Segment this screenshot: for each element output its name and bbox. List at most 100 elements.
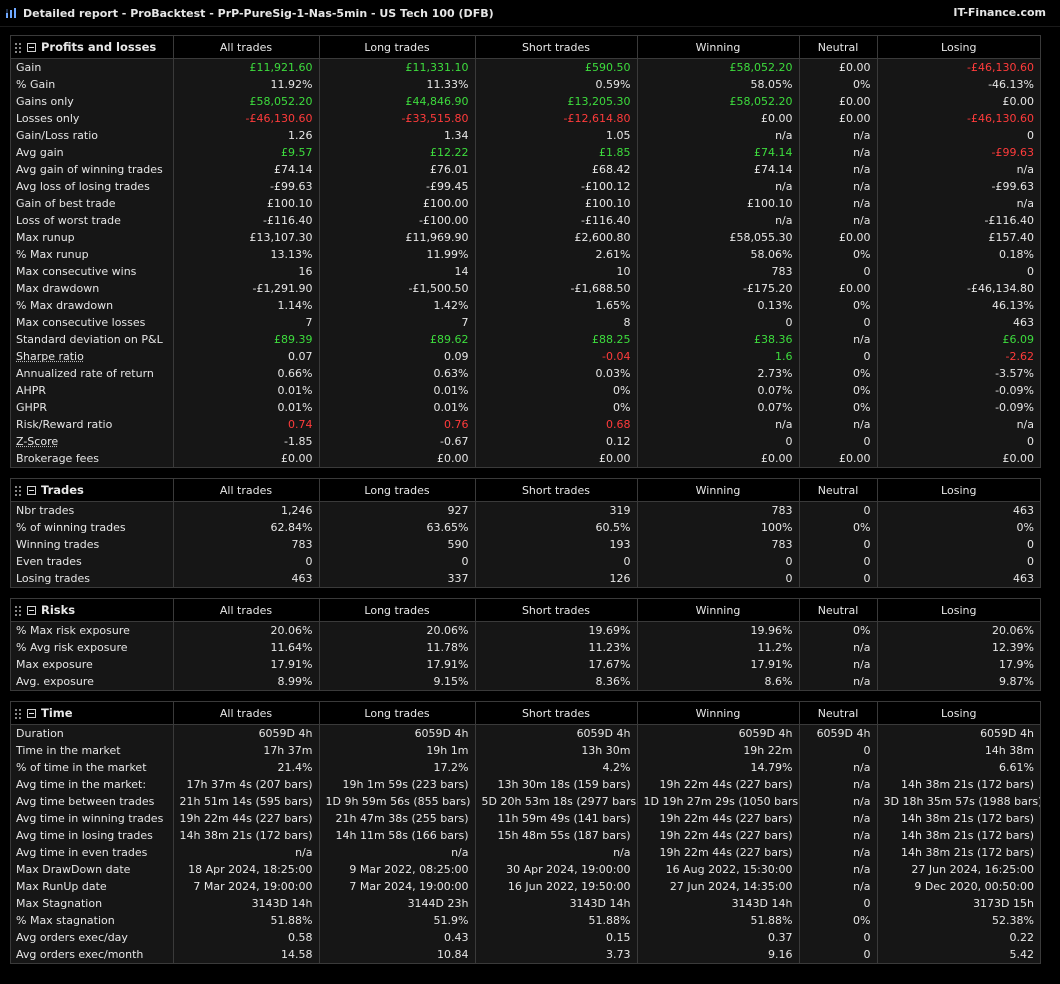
row-label-text: Losses only	[16, 112, 80, 125]
cell-value: 19h 22m 44s (227 bars)	[637, 776, 800, 793]
cell-value: 1.26	[173, 127, 320, 144]
column-header: Short trades	[475, 36, 638, 59]
cell-value: 3143D 14h	[173, 895, 320, 912]
cell-value: 30 Apr 2024, 19:00:00	[475, 861, 638, 878]
window-titlebar: Detailed report - ProBacktest - PrP-Pure…	[0, 0, 1060, 27]
cell-value: 8.36%	[475, 673, 638, 690]
drag-handle-icon[interactable]	[15, 605, 23, 616]
column-header: Winning	[637, 479, 800, 502]
column-header: Winning	[637, 36, 800, 59]
cell-value: £1.85	[475, 144, 638, 161]
table-row: Avg time in the market: 17h 37m 4s (207 b…	[11, 776, 1040, 793]
table-row: % of time in the market 21.4% 17.2% 4.2% 14.…	[11, 759, 1040, 776]
row-label: Standard deviation on P&L	[11, 331, 174, 348]
table-row: Nbr trades 1,246 927 319 783 0 463	[11, 501, 1040, 519]
table-row: Brokerage fees £0.00 £0.00 £0.00 £0.00 £0.00 £…	[11, 450, 1040, 467]
drag-handle-icon[interactable]	[15, 708, 23, 719]
cell-value: 0	[799, 501, 878, 519]
cell-value: 0	[799, 536, 878, 553]
table-row: Max Stagnation 3143D 14h 3144D 23h 3143D 14…	[11, 895, 1040, 912]
cell-value: -46.13%	[988, 78, 1034, 91]
cell-value: 58.06%	[637, 246, 800, 263]
cell-value: 1D 9h 59m 56s (855 bars)	[319, 793, 476, 810]
cell-value: -£1,688.50	[475, 280, 638, 297]
row-label-text: GHPR	[16, 401, 48, 414]
row-label: Avg time in even trades	[11, 844, 174, 861]
cell-value: 17h 37m 4s (207 bars)	[173, 776, 320, 793]
cell-value: £9.57	[173, 144, 320, 161]
cell-value: 27 Jun 2024, 14:35:00	[637, 878, 800, 895]
cell-value: 0%	[1016, 521, 1034, 534]
table-row: Gains only £58,052.20 £44,846.90 £13,205.30…	[11, 93, 1040, 110]
cell-value: £74.14	[637, 144, 800, 161]
row-label: Max runup	[11, 229, 174, 246]
cell-value: 0%	[799, 382, 878, 399]
cell-value: 0	[1027, 435, 1034, 448]
column-header: Short trades	[475, 599, 638, 622]
row-label: Gains only	[11, 93, 174, 110]
cell-value: 6059D 4h	[319, 724, 476, 742]
cell-value: 17.91%	[637, 656, 800, 673]
cell-value: 11.64%	[173, 639, 320, 656]
drag-handle-icon[interactable]	[15, 485, 23, 496]
cell-value: 51.9%	[319, 912, 476, 929]
cell-value: 27 Jun 2024, 16:25:00	[911, 863, 1034, 876]
row-label[interactable]: Sharpe ratio	[11, 348, 174, 365]
cell-value: £0.00	[799, 450, 878, 467]
section-profits-and-losses: Profits and losses All trades Long trades S…	[10, 35, 1041, 468]
cell-value: 60.5%	[475, 519, 638, 536]
cell-value: 783	[637, 501, 800, 519]
cell-value: -£100.12	[475, 178, 638, 195]
row-label-text: % Avg risk exposure	[16, 641, 128, 654]
cell-value: n/a	[799, 127, 878, 144]
row-label[interactable]: Z-Score	[11, 433, 174, 450]
row-label: Avg orders exec/month	[11, 946, 174, 963]
cell-value: 6059D 4h	[637, 724, 800, 742]
probacktest-logo-icon	[6, 8, 16, 18]
row-label: Avg. exposure	[11, 673, 174, 690]
cell-value: 1.6	[637, 348, 800, 365]
row-label-text: % Gain	[16, 78, 56, 91]
table-row: Losses only -£46,130.60 -£33,515.80 -£12,61…	[11, 110, 1040, 127]
drag-handle-icon[interactable]	[15, 42, 23, 53]
row-label-text: Avg time in winning trades	[16, 812, 164, 825]
cell-value: -0.09%	[995, 401, 1034, 414]
cell-value: 14h 38m	[984, 744, 1034, 757]
column-header: Losing	[877, 599, 1040, 622]
cell-value: 11.23%	[475, 639, 638, 656]
cell-value: 0.01%	[173, 382, 320, 399]
row-label: Losses only	[11, 110, 174, 127]
collapse-toggle-icon[interactable]	[27, 606, 36, 615]
table-row: Max runup £13,107.30 £11,969.90 £2,600.80 £5…	[11, 229, 1040, 246]
cell-value: 0.07%	[637, 382, 800, 399]
collapse-toggle-icon[interactable]	[27, 486, 36, 495]
cell-value: 0	[319, 553, 476, 570]
cell-value: 19h 22m 44s (227 bars)	[637, 810, 800, 827]
cell-value: 126	[475, 570, 638, 587]
table-row: Annualized rate of return 0.66% 0.63% 0.03%…	[11, 365, 1040, 382]
cell-value: 52.38%	[992, 914, 1034, 927]
row-label: Avg loss of losing trades	[11, 178, 174, 195]
row-label: Max drawdown	[11, 280, 174, 297]
cell-value: 14h 38m 21s (172 bars)	[901, 846, 1034, 859]
table-trades: Trades All trades Long trades Short trades W…	[11, 479, 1040, 587]
cell-value: 9.15%	[319, 673, 476, 690]
cell-value: 0.09	[319, 348, 476, 365]
row-label: % Gain	[11, 76, 174, 93]
cell-value: -£12,614.80	[475, 110, 638, 127]
cell-value: £44,846.90	[319, 93, 476, 110]
cell-value: 0.07%	[637, 399, 800, 416]
row-label-text: Max RunUp date	[16, 880, 107, 893]
table-row: Avg. exposure 8.99% 9.15% 8.36% 8.6% n/a 9.87%	[11, 673, 1040, 690]
table-row: Duration 6059D 4h 6059D 4h 6059D 4h 6059D 4h…	[11, 724, 1040, 742]
cell-value: 0%	[799, 519, 878, 536]
collapse-toggle-icon[interactable]	[27, 43, 36, 52]
collapse-toggle-icon[interactable]	[27, 709, 36, 718]
row-label: Max exposure	[11, 656, 174, 673]
cell-value: 62.84%	[173, 519, 320, 536]
cell-value: -3.57%	[995, 367, 1034, 380]
cell-value: 319	[475, 501, 638, 519]
table-row: % Max risk exposure 20.06% 20.06% 19.69% 19.…	[11, 621, 1040, 639]
cell-value: £0.00	[637, 450, 800, 467]
cell-value: n/a	[637, 416, 800, 433]
